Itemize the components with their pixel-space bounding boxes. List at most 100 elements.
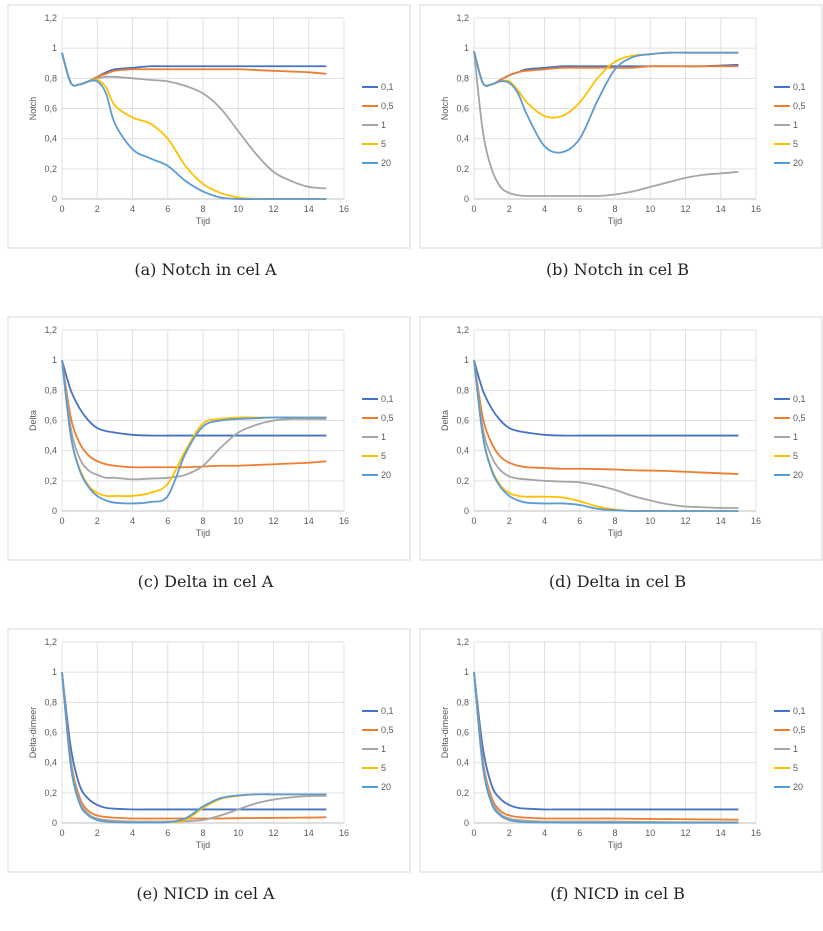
y-tick-label: 0,6: [44, 728, 57, 738]
y-tick-label: 0,8: [456, 385, 469, 395]
legend-label: 1: [793, 744, 798, 754]
series-line-1: [473, 672, 739, 821]
x-tick-label: 6: [577, 516, 582, 526]
chart-svg: 0 0,2 0,4 0,6 0,8 1 1,2 0 2 4 6 8 10 12 14 16 Tijd Notch 0…: [419, 4, 823, 249]
y-tick-label: 0,6: [456, 728, 469, 738]
y-axis-label: Notch: [28, 97, 38, 121]
x-tick-label: 16: [339, 828, 349, 838]
x-tick-label: 0: [59, 204, 64, 214]
legend-label: 20: [793, 158, 803, 168]
legend-label: 0,5: [381, 725, 394, 735]
series-line-0: [473, 672, 739, 811]
chart-frame: [419, 4, 823, 249]
x-tick-label: 2: [95, 828, 100, 838]
x-tick-label: 2: [507, 204, 512, 214]
chart-frame: [7, 4, 411, 249]
x-tick-label: 4: [130, 516, 135, 526]
x-tick-label: 12: [268, 204, 278, 214]
x-tick-label: 10: [645, 828, 655, 838]
x-tick-label: 14: [304, 204, 314, 214]
x-tick-label: 6: [165, 516, 170, 526]
y-tick-label: 0,8: [44, 697, 57, 707]
x-tick-label: 0: [59, 516, 64, 526]
y-tick-label: 1: [52, 355, 57, 365]
series-line-1: [61, 360, 327, 469]
chart-panel-5: 0 0,2 0,4 0,6 0,8 1 1,2 0 2 4 6 8 10 12 14 16 Tijd Delta-…: [412, 626, 823, 931]
y-tick-label: 0,6: [456, 104, 469, 114]
y-tick-label: 1: [52, 43, 57, 53]
chart-panel-1: 0 0,2 0,4 0,6 0,8 1 1,2 0 2 4 6 8 10 12 14 16 Tijd Notch 0…: [412, 2, 823, 307]
chart-frame: [419, 628, 823, 873]
x-tick-label: 6: [577, 204, 582, 214]
legend-label: 0,1: [793, 394, 806, 404]
chart-svg: 0 0,2 0,4 0,6 0,8 1 1,2 0 2 4 6 8 10 12 14 16 Tijd Notch 0…: [7, 4, 411, 249]
y-tick-label: 0,4: [44, 134, 57, 144]
y-tick-label: 1,2: [456, 325, 469, 335]
panel-caption: (e) NICD in cel A: [136, 884, 275, 903]
x-tick-label: 10: [645, 516, 655, 526]
legend-label: 0,5: [381, 413, 394, 423]
x-tick-label: 12: [268, 516, 278, 526]
series-line-2: [473, 360, 739, 509]
y-tick-label: 1,2: [44, 325, 57, 335]
legend-label: 1: [381, 744, 386, 754]
x-tick-label: 4: [542, 204, 547, 214]
x-tick-label: 4: [130, 204, 135, 214]
legend-label: 1: [793, 120, 798, 130]
x-tick-label: 12: [680, 204, 690, 214]
legend-label: 5: [381, 763, 386, 773]
legend-label: 5: [793, 139, 798, 149]
x-axis-label: Tijd: [608, 528, 622, 538]
chart-frame: [7, 316, 411, 561]
y-tick-label: 1,2: [44, 13, 57, 23]
panel-caption: (b) Notch in cel B: [545, 260, 690, 279]
y-tick-label: 1,2: [456, 637, 469, 647]
x-tick-label: 14: [716, 828, 726, 838]
legend-label: 20: [793, 782, 803, 792]
chart-frame: [7, 628, 411, 873]
y-tick-label: 0,2: [44, 788, 57, 798]
chart-svg: 0 0,2 0,4 0,6 0,8 1 1,2 0 2 4 6 8 10 12 14 16 Tijd Delta-…: [419, 628, 823, 873]
x-tick-label: 4: [542, 516, 547, 526]
y-tick-label: 0,8: [44, 73, 57, 83]
legend-label: 1: [381, 120, 386, 130]
x-tick-label: 6: [165, 828, 170, 838]
legend-label: 5: [793, 763, 798, 773]
legend-label: 0,1: [793, 82, 806, 92]
legend-label: 1: [793, 432, 798, 442]
x-tick-label: 12: [680, 828, 690, 838]
legend-label: 5: [381, 139, 386, 149]
x-tick-label: 6: [577, 828, 582, 838]
legend-label: 20: [381, 158, 391, 168]
series-line-2: [473, 51, 739, 197]
x-tick-label: 8: [612, 516, 617, 526]
chart-panel-0: 0 0,2 0,4 0,6 0,8 1 1,2 0 2 4 6 8 10 12 14 16 Tijd Notch 0…: [0, 2, 411, 307]
x-tick-label: 10: [233, 516, 243, 526]
y-tick-label: 0,6: [44, 104, 57, 114]
y-tick-label: 0,2: [44, 164, 57, 174]
legend-label: 20: [381, 782, 391, 792]
panel-caption: (a) Notch in cel A: [134, 260, 277, 279]
legend-label: 1: [381, 432, 386, 442]
x-tick-label: 2: [507, 828, 512, 838]
x-tick-label: 4: [542, 828, 547, 838]
y-tick-label: 0,8: [456, 73, 469, 83]
y-tick-label: 0: [464, 506, 469, 516]
x-tick-label: 8: [200, 516, 205, 526]
series-line-4: [61, 360, 327, 505]
series-line-0: [473, 359, 739, 437]
x-tick-label: 10: [645, 204, 655, 214]
x-tick-label: 0: [471, 516, 476, 526]
y-tick-label: 0,4: [456, 134, 469, 144]
x-tick-label: 0: [471, 204, 476, 214]
chart-svg: 0 0,2 0,4 0,6 0,8 1 1,2 0 2 4 6 8 10 12 14 16 Tijd Delta-…: [7, 628, 411, 873]
x-tick-label: 10: [233, 204, 243, 214]
y-tick-label: 1,2: [456, 13, 469, 23]
series-line-4: [473, 50, 739, 154]
x-tick-label: 16: [339, 204, 349, 214]
series-line-0: [61, 359, 327, 437]
legend-label: 20: [381, 470, 391, 480]
y-tick-label: 0,2: [456, 788, 469, 798]
series-line-1: [61, 672, 327, 820]
y-tick-label: 0,6: [44, 416, 57, 426]
